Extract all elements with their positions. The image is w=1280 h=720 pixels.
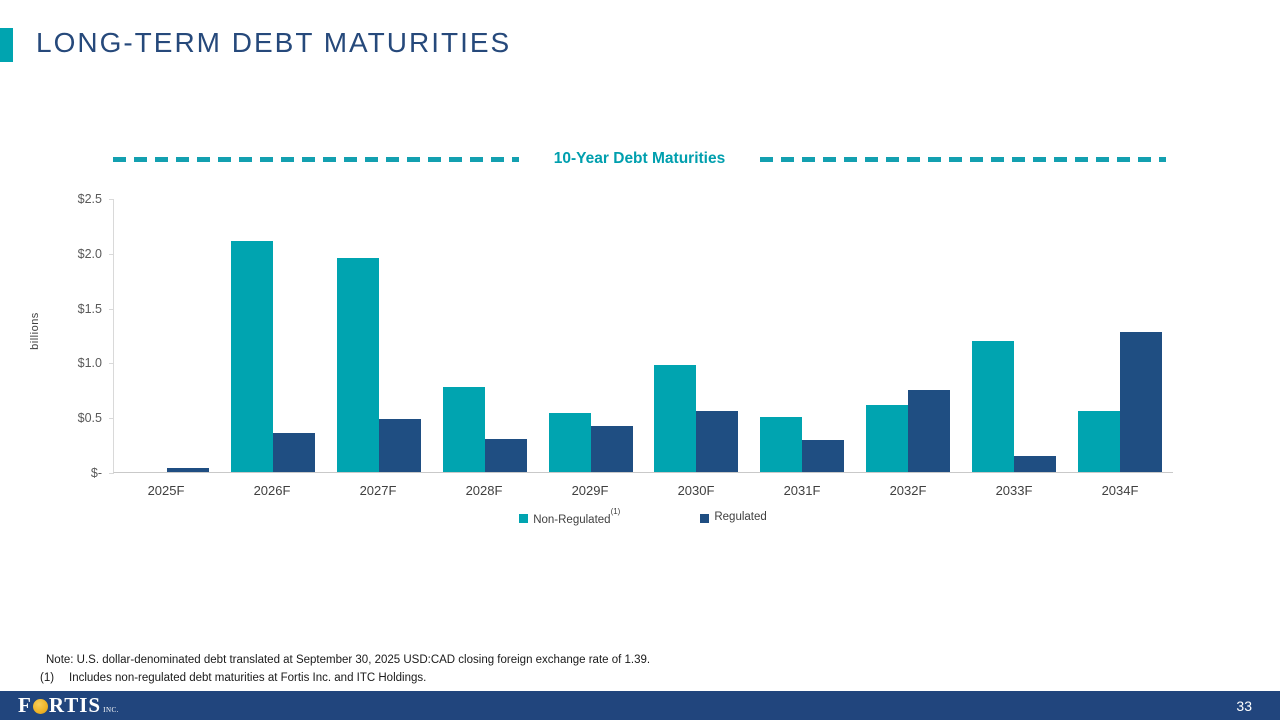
bar-regulated-2031f	[802, 440, 845, 472]
bar-regulated-2030f	[696, 410, 739, 472]
x-tick-label: 2033F	[995, 483, 1033, 498]
fortis-logo: F RTIS INC.	[18, 693, 119, 718]
footnote-marker: (1)	[40, 672, 55, 684]
x-tick-label: 2031F	[783, 483, 821, 498]
y-axis-ticks: $2.5 $2.0 $1.5 $1.0 $0.5 $-	[40, 192, 102, 480]
bar-group-2033f	[961, 199, 1067, 472]
bar-regulated-2032f	[908, 389, 951, 472]
plot-groups	[114, 199, 1173, 472]
dashed-divider-right	[760, 156, 1166, 162]
bar-non-regulated-2027f	[336, 258, 379, 472]
y-tick-label: $2.5	[77, 192, 102, 206]
bar-regulated-2026f	[272, 432, 315, 472]
legend-swatch-icon	[519, 514, 529, 523]
legend-label: Non-Regulated(1)	[533, 507, 621, 526]
y-tick-mark	[109, 473, 114, 474]
dashed-divider-left	[113, 156, 519, 162]
bar-non-regulated-2033f	[972, 340, 1015, 472]
plot-area	[109, 199, 1173, 474]
bar-group-2031f	[749, 199, 855, 472]
bar-non-regulated-2029f	[548, 412, 591, 472]
bar-non-regulated-2028f	[442, 386, 485, 472]
legend-item-non-regulated: Non-Regulated(1)	[519, 507, 621, 526]
x-tick-label: 2025F	[147, 483, 185, 498]
chart-title: 10-Year Debt Maturities	[553, 150, 726, 167]
y-tick-mark	[109, 363, 114, 365]
bar-group-2030f	[644, 199, 750, 472]
x-tick-label: 2027F	[359, 483, 397, 498]
y-tick-mark	[109, 308, 114, 310]
note-text: Note: U.S. dollar-denominated debt trans…	[46, 654, 651, 666]
page-title: LONG-TERM DEBT MATURITIES	[36, 27, 512, 58]
legend-swatch-icon	[700, 514, 710, 523]
y-tick-label: $2.0	[77, 246, 102, 261]
legend-superscript: (1)	[610, 507, 621, 516]
bar-regulated-2028f	[484, 439, 527, 472]
logo-suffix: INC.	[103, 706, 119, 714]
bar-group-2025f	[114, 199, 220, 472]
bar-regulated-2033f	[1014, 455, 1057, 472]
footnote-text: Includes non-regulated debt maturities a…	[69, 672, 427, 684]
bar-group-2028f	[432, 199, 538, 472]
slide-page-number: 33	[1236, 697, 1252, 714]
x-tick-label: 2034F	[1101, 483, 1139, 498]
x-tick-label: 2032F	[889, 483, 927, 498]
x-tick-label: 2029F	[571, 483, 609, 498]
bar-non-regulated-2034f	[1078, 410, 1121, 472]
logo-text-end: RTIS	[48, 693, 102, 717]
x-tick-label: 2028F	[465, 483, 503, 498]
bar-regulated-2027f	[378, 419, 421, 472]
y-tick-mark	[109, 253, 114, 255]
legend-item-regulated: Regulated	[700, 511, 767, 526]
title-accent-bar	[0, 28, 13, 62]
bar-group-2026f	[220, 199, 326, 472]
bar-group-2029f	[538, 199, 644, 472]
legend-label: Regulated	[714, 511, 767, 523]
bar-group-2027f	[326, 199, 432, 472]
y-tick-label: $0.5	[77, 411, 102, 426]
chart-legend: Non-Regulated(1) Regulated	[113, 507, 1173, 526]
bar-non-regulated-2026f	[230, 240, 273, 472]
bar-group-2032f	[855, 199, 961, 472]
y-tick-mark	[109, 418, 114, 420]
y-tick-label: $1.5	[77, 301, 102, 316]
bar-non-regulated-2030f	[654, 364, 697, 472]
x-tick-label: 2030F	[677, 483, 715, 498]
footnote: (1) Includes non-regulated debt maturiti…	[40, 672, 426, 684]
logo-text-start: F	[18, 693, 32, 717]
y-tick-label: $-	[90, 466, 102, 480]
bar-regulated-2034f	[1120, 331, 1163, 472]
logo-o-icon	[32, 699, 48, 714]
x-tick-label: 2026F	[253, 483, 291, 498]
footer-bar: F RTIS INC. 33	[0, 691, 1280, 720]
bar-regulated-2029f	[590, 426, 633, 472]
bar-group-2034f	[1067, 199, 1173, 472]
chart-title-row: 10-Year Debt Maturities	[113, 150, 1166, 168]
bar-non-regulated-2032f	[866, 405, 909, 472]
y-tick-mark	[109, 199, 114, 200]
bar-regulated-2025f	[166, 467, 209, 472]
y-tick-label: $1.0	[77, 356, 102, 371]
bar-non-regulated-2031f	[760, 417, 803, 472]
x-axis-labels: 2025F 2026F 2027F 2028F 2029F 2030F 2031F 2032F…	[113, 483, 1173, 498]
